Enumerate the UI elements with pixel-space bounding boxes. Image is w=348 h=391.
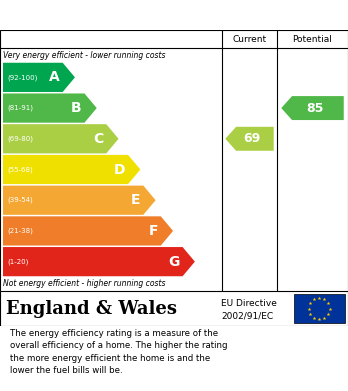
Text: The energy efficiency rating is a measure of the
overall efficiency of a home. T: The energy efficiency rating is a measur… — [10, 329, 228, 375]
Text: 2002/91/EC: 2002/91/EC — [221, 312, 273, 321]
Text: (81-91): (81-91) — [7, 105, 33, 111]
Polygon shape — [3, 93, 97, 123]
Polygon shape — [225, 127, 274, 151]
Text: (1-20): (1-20) — [7, 258, 29, 265]
Text: Potential: Potential — [293, 34, 332, 43]
Text: 69: 69 — [243, 132, 260, 145]
Text: B: B — [71, 101, 81, 115]
Polygon shape — [281, 96, 344, 120]
Text: G: G — [168, 255, 180, 269]
Polygon shape — [3, 155, 140, 184]
Text: (39-54): (39-54) — [7, 197, 33, 203]
Text: (92-100): (92-100) — [7, 74, 37, 81]
Polygon shape — [3, 63, 75, 92]
Text: Energy Efficiency Rating: Energy Efficiency Rating — [10, 7, 220, 23]
Bar — [294, 294, 345, 323]
Text: E: E — [131, 193, 140, 207]
Text: D: D — [113, 163, 125, 176]
Text: (55-68): (55-68) — [7, 166, 33, 173]
Text: EU Directive: EU Directive — [221, 299, 277, 308]
Text: F: F — [148, 224, 158, 238]
Text: Current: Current — [232, 34, 267, 43]
Polygon shape — [3, 186, 156, 215]
Text: A: A — [49, 70, 60, 84]
Text: (21-38): (21-38) — [7, 228, 33, 234]
Text: (69-80): (69-80) — [7, 136, 33, 142]
Text: England & Wales: England & Wales — [6, 300, 177, 317]
Polygon shape — [3, 124, 119, 153]
Text: Not energy efficient - higher running costs: Not energy efficient - higher running co… — [3, 280, 166, 289]
Text: Very energy efficient - lower running costs: Very energy efficient - lower running co… — [3, 50, 166, 59]
Text: 85: 85 — [306, 102, 323, 115]
Text: C: C — [93, 132, 103, 146]
Polygon shape — [3, 216, 173, 246]
Polygon shape — [3, 247, 195, 276]
